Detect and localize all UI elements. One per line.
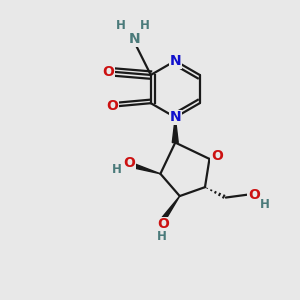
Text: O: O	[106, 99, 118, 113]
Polygon shape	[130, 163, 161, 174]
Text: O: O	[158, 217, 169, 231]
Text: N: N	[169, 110, 181, 124]
Text: O: O	[103, 65, 115, 79]
Text: N: N	[169, 54, 181, 68]
Text: H: H	[112, 163, 122, 176]
Text: H: H	[157, 230, 167, 243]
Polygon shape	[172, 117, 178, 142]
Text: N: N	[129, 32, 140, 46]
Text: H: H	[260, 199, 269, 212]
Text: H: H	[140, 20, 150, 32]
Text: O: O	[248, 188, 260, 202]
Polygon shape	[160, 196, 180, 223]
Text: O: O	[123, 156, 135, 170]
Text: O: O	[211, 149, 223, 163]
Text: H: H	[116, 20, 126, 32]
